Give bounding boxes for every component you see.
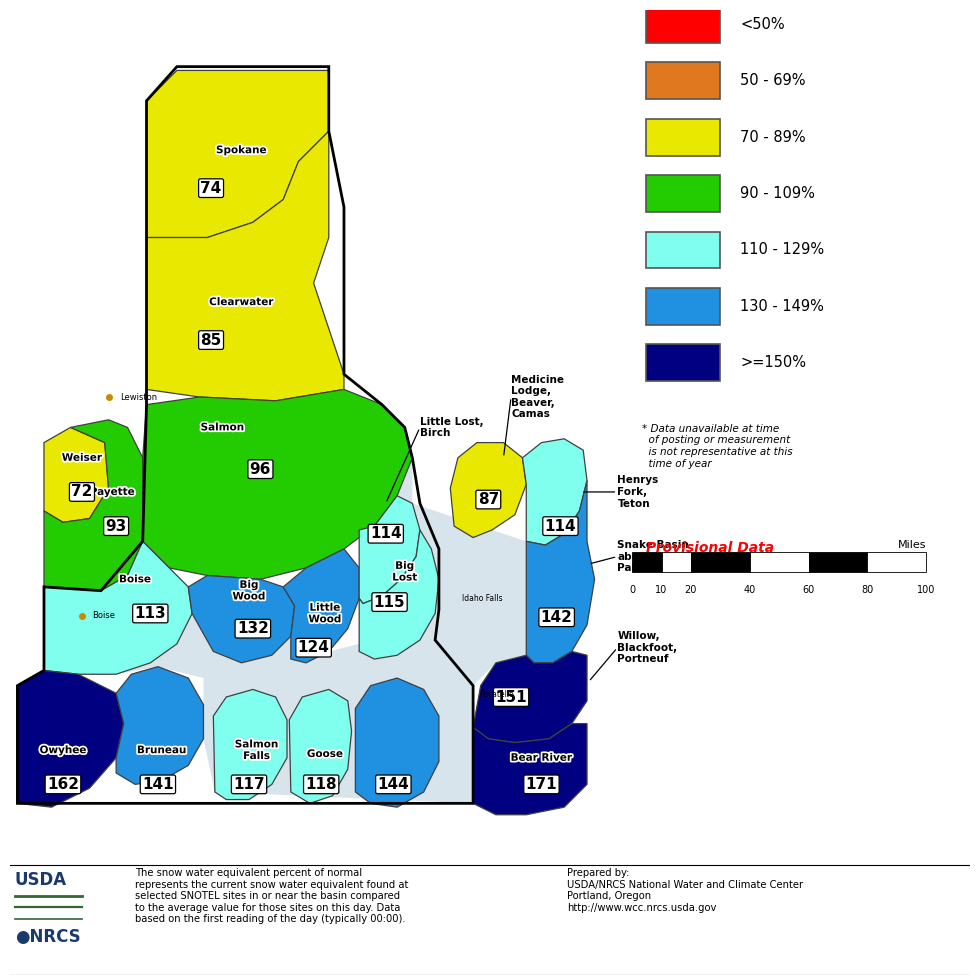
Text: 72: 72 <box>72 484 93 500</box>
Text: ●NRCS: ●NRCS <box>15 928 80 946</box>
Bar <box>691 552 750 572</box>
Text: 60: 60 <box>803 585 814 595</box>
Text: Idaho Falls: Idaho Falls <box>462 594 503 603</box>
Polygon shape <box>143 389 413 579</box>
Polygon shape <box>18 670 123 808</box>
Polygon shape <box>147 131 344 401</box>
Text: 80: 80 <box>861 585 873 595</box>
Text: Snake Basin
above
Palisades: Snake Basin above Palisades <box>617 540 689 573</box>
Polygon shape <box>289 690 352 804</box>
Bar <box>632 552 662 572</box>
Text: Provisional Data
Subject to Revision: Provisional Data Subject to Revision <box>646 541 796 571</box>
Text: Bear River: Bear River <box>511 753 572 762</box>
Text: Weiser: Weiser <box>62 453 102 463</box>
Text: >=150%: >=150% <box>740 355 807 370</box>
Polygon shape <box>44 419 147 591</box>
Bar <box>646 288 720 324</box>
Polygon shape <box>522 439 587 545</box>
Text: 132: 132 <box>237 621 269 636</box>
Bar <box>646 344 720 381</box>
Text: <50%: <50% <box>740 17 785 32</box>
Text: 118: 118 <box>306 777 337 792</box>
Text: Willow,
Blackfoot,
Portneuf: Willow, Blackfoot, Portneuf <box>617 631 677 664</box>
Text: 115: 115 <box>373 595 406 610</box>
Text: Big
Lost: Big Lost <box>392 561 417 582</box>
Text: 142: 142 <box>541 610 572 625</box>
Text: Spokane: Spokane <box>216 145 267 155</box>
Text: 110 - 129%: 110 - 129% <box>740 242 824 258</box>
Text: Boise: Boise <box>92 612 115 620</box>
Polygon shape <box>360 530 439 659</box>
Text: Salmon: Salmon <box>201 422 244 432</box>
Bar <box>750 552 808 572</box>
Text: USDA: USDA <box>15 871 67 890</box>
Bar <box>646 231 720 269</box>
Text: Little
Wood: Little Wood <box>309 603 342 624</box>
Polygon shape <box>44 458 526 804</box>
Text: 93: 93 <box>106 518 126 534</box>
Text: * Data unavailable at time
  of posting or measurement
  is not representative a: * Data unavailable at time of posting or… <box>642 424 793 468</box>
Text: Miles: Miles <box>898 540 926 551</box>
Text: Salmon
Falls: Salmon Falls <box>235 739 278 761</box>
Bar <box>867 552 926 572</box>
Text: 10: 10 <box>656 585 667 595</box>
Text: Clearwater: Clearwater <box>209 297 273 307</box>
Text: 114: 114 <box>545 518 576 534</box>
Text: 87: 87 <box>477 492 499 507</box>
Text: 171: 171 <box>525 777 558 792</box>
Text: 70 - 89%: 70 - 89% <box>740 129 806 145</box>
Text: 117: 117 <box>233 777 265 792</box>
Text: 96: 96 <box>250 462 271 476</box>
Text: 151: 151 <box>495 690 527 705</box>
Text: Payette: Payette <box>90 487 135 497</box>
Text: Pocatello: Pocatello <box>479 690 514 700</box>
Text: 0: 0 <box>629 585 635 595</box>
Polygon shape <box>188 575 295 662</box>
Bar <box>808 552 867 572</box>
Polygon shape <box>473 652 587 743</box>
Text: 124: 124 <box>298 640 329 656</box>
Text: 113: 113 <box>134 606 167 621</box>
Bar <box>662 552 691 572</box>
Text: 162: 162 <box>47 777 79 792</box>
Polygon shape <box>214 690 287 800</box>
Bar <box>646 6 720 43</box>
Text: Henrys
Fork,
Teton: Henrys Fork, Teton <box>617 475 659 509</box>
Text: Lewiston: Lewiston <box>120 393 157 402</box>
Text: 130 - 149%: 130 - 149% <box>740 299 824 314</box>
Text: 20: 20 <box>685 585 697 595</box>
Bar <box>646 175 720 212</box>
Bar <box>646 119 720 156</box>
Polygon shape <box>360 496 420 604</box>
Polygon shape <box>283 549 360 662</box>
Polygon shape <box>451 443 526 537</box>
Polygon shape <box>473 723 587 814</box>
Text: 90 - 109%: 90 - 109% <box>740 186 815 201</box>
Text: 141: 141 <box>142 777 173 792</box>
Polygon shape <box>356 678 439 808</box>
Text: 114: 114 <box>369 526 402 541</box>
Text: 74: 74 <box>201 180 221 196</box>
Text: Bruneau: Bruneau <box>137 745 186 756</box>
Text: Goose: Goose <box>307 749 343 759</box>
Polygon shape <box>147 71 329 237</box>
Bar <box>646 63 720 99</box>
Text: 144: 144 <box>377 777 410 792</box>
Text: 85: 85 <box>201 332 221 348</box>
Polygon shape <box>526 480 595 662</box>
Text: Medicine
Lodge,
Beaver,
Camas: Medicine Lodge, Beaver, Camas <box>512 374 564 419</box>
Text: 100: 100 <box>917 585 935 595</box>
Text: Big
Wood: Big Wood <box>232 580 266 602</box>
Text: 40: 40 <box>744 585 756 595</box>
Text: Owyhee: Owyhee <box>39 745 86 756</box>
Text: Prepared by:
USDA/NRCS National Water and Climate Center
Portland, Oregon
http:/: Prepared by: USDA/NRCS National Water an… <box>566 868 803 912</box>
Polygon shape <box>117 666 204 784</box>
Text: Boise: Boise <box>119 574 151 584</box>
Polygon shape <box>44 427 109 522</box>
Text: Little Lost,
Birch: Little Lost, Birch <box>420 416 483 438</box>
Polygon shape <box>44 541 192 674</box>
Text: The snow water equivalent percent of normal
represents the current snow water eq: The snow water equivalent percent of nor… <box>134 868 408 924</box>
Text: 50 - 69%: 50 - 69% <box>740 74 806 88</box>
